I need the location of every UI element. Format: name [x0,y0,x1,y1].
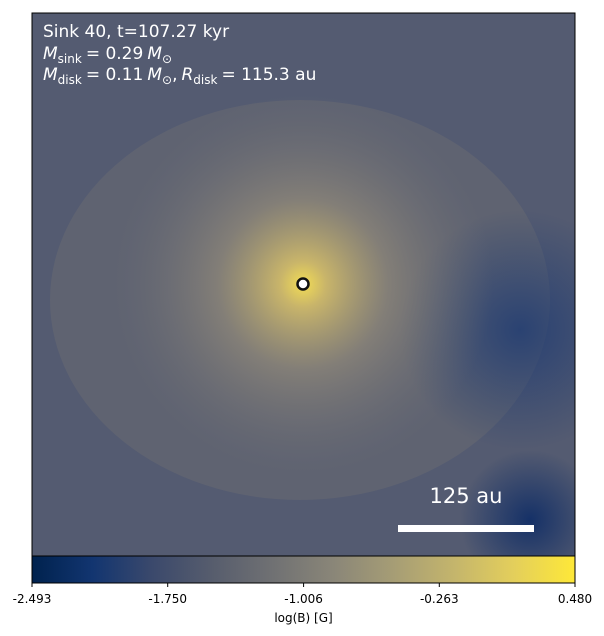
colorbar-tick-label: -0.263 [420,592,459,606]
scale-bar-label: 125 au [430,484,503,508]
disk-properties: Mdisk = 0.11 M⊙, Rdisk = 115.3 au [43,65,316,87]
colorbar-tick-label: 0.480 [558,592,592,606]
colorbar-tick-label: -1.750 [148,592,187,606]
colorbar-label: log(B) [G] [274,611,332,625]
title: Sink 40, t=107.27 kyr [43,22,229,42]
scale-bar [398,525,534,532]
colorbar-tick-label: -2.493 [13,592,52,606]
field-map [32,13,575,556]
colorbar-tick-label: -1.006 [284,592,323,606]
sink-marker [296,277,310,291]
sink-mass: Msink = 0.29 M⊙ [43,44,172,66]
colorbar [31,555,576,584]
